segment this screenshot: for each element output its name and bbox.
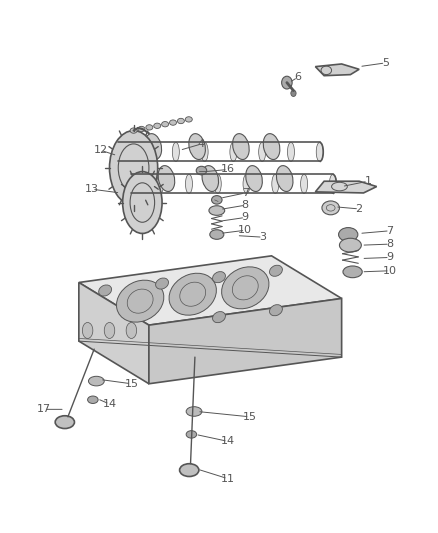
Text: 8: 8 [386,239,393,249]
Ellipse shape [138,126,145,132]
Text: 4: 4 [198,139,205,149]
Ellipse shape [339,238,361,252]
Text: 7: 7 [242,188,249,198]
Text: 6: 6 [294,72,301,82]
Ellipse shape [145,134,162,159]
Text: 5: 5 [382,58,389,68]
Text: 7: 7 [386,226,393,236]
Ellipse shape [316,142,323,161]
Text: 15: 15 [124,379,138,389]
Ellipse shape [243,174,250,193]
Text: 13: 13 [85,184,99,194]
Ellipse shape [300,174,307,193]
Text: 14: 14 [102,399,117,409]
Text: 16: 16 [221,165,235,174]
Ellipse shape [259,142,266,161]
Ellipse shape [88,376,104,386]
Text: 2: 2 [356,204,363,214]
Ellipse shape [155,278,169,289]
Ellipse shape [282,76,292,89]
Ellipse shape [99,285,112,296]
Ellipse shape [269,265,283,276]
Text: 15: 15 [243,412,257,422]
Ellipse shape [343,266,362,278]
Ellipse shape [196,166,207,175]
Ellipse shape [246,166,262,191]
Text: 9: 9 [242,213,249,222]
Ellipse shape [162,122,169,127]
Ellipse shape [186,407,202,416]
Ellipse shape [146,125,153,130]
Ellipse shape [202,166,219,191]
Ellipse shape [276,166,293,191]
Ellipse shape [185,174,192,193]
Ellipse shape [154,123,161,128]
Ellipse shape [291,90,296,96]
Polygon shape [315,64,359,76]
Ellipse shape [104,322,115,338]
Ellipse shape [329,174,336,193]
Ellipse shape [230,142,237,161]
Text: 1: 1 [364,176,371,186]
Ellipse shape [177,118,184,124]
Text: 10: 10 [238,225,252,235]
Text: 8: 8 [242,200,249,210]
Text: 9: 9 [386,253,393,262]
Ellipse shape [117,280,164,322]
Ellipse shape [201,142,208,161]
Ellipse shape [186,431,197,438]
Ellipse shape [339,228,358,241]
Ellipse shape [287,142,294,161]
Ellipse shape [128,174,135,193]
Ellipse shape [158,166,175,191]
Ellipse shape [130,128,137,133]
Ellipse shape [233,134,249,159]
Text: 10: 10 [383,266,397,276]
Ellipse shape [180,464,199,477]
Ellipse shape [212,196,222,204]
Ellipse shape [263,134,280,159]
Polygon shape [79,256,342,325]
Ellipse shape [210,230,224,239]
Ellipse shape [170,120,177,125]
Ellipse shape [189,134,205,159]
Polygon shape [149,298,342,384]
Polygon shape [315,181,377,193]
Text: 11: 11 [221,474,235,483]
Text: 3: 3 [259,232,266,242]
Ellipse shape [157,174,164,193]
Ellipse shape [209,206,225,215]
Ellipse shape [212,312,226,322]
Ellipse shape [214,174,221,193]
Ellipse shape [269,305,283,316]
Ellipse shape [272,174,279,193]
Ellipse shape [110,131,158,205]
Text: 12: 12 [94,146,108,155]
Ellipse shape [126,322,137,338]
Ellipse shape [172,142,179,161]
Text: 17: 17 [37,405,51,414]
Ellipse shape [88,396,98,403]
Ellipse shape [123,172,162,233]
Ellipse shape [55,416,74,429]
Text: 14: 14 [221,437,235,446]
Ellipse shape [82,322,93,338]
Ellipse shape [169,273,216,315]
Ellipse shape [322,201,339,215]
Polygon shape [79,282,149,384]
Ellipse shape [144,142,151,161]
Ellipse shape [185,117,192,122]
Ellipse shape [212,272,226,282]
Ellipse shape [222,267,269,309]
Ellipse shape [115,142,122,161]
